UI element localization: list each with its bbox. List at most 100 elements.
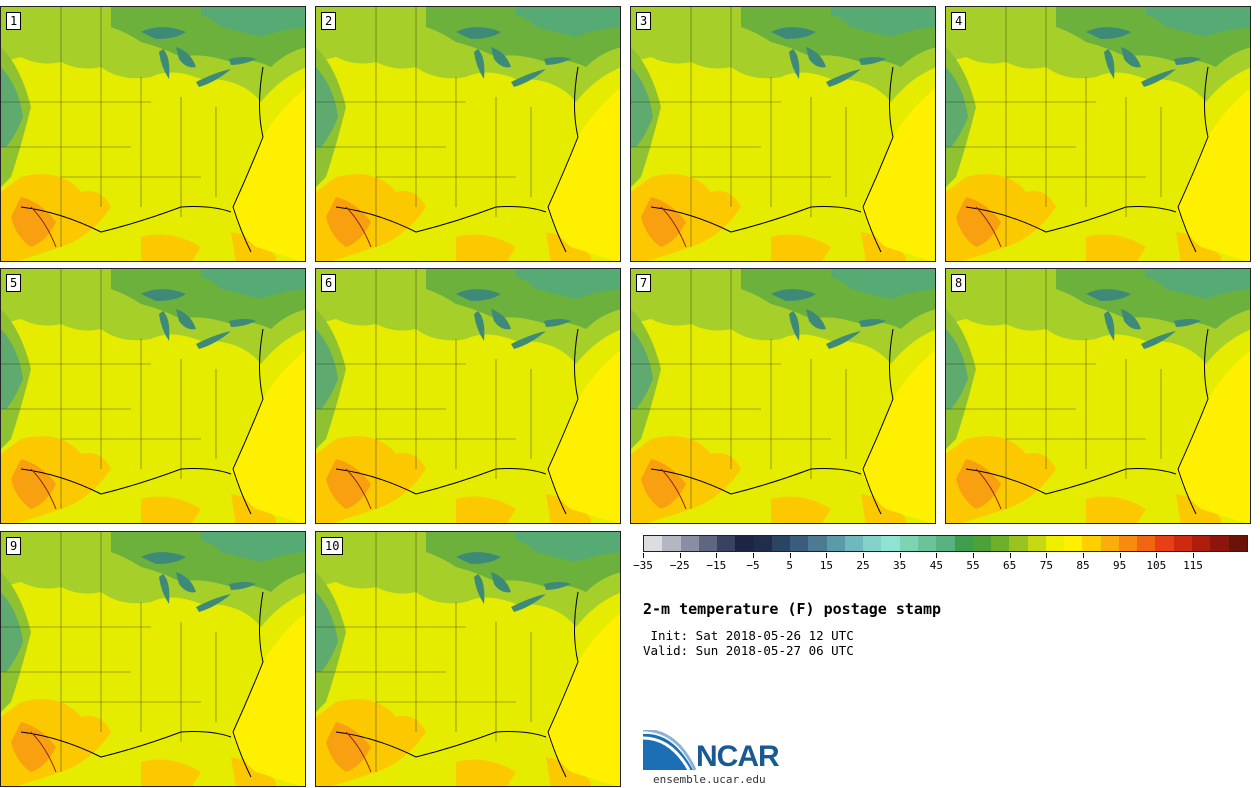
- colorbar-swatch: [954, 536, 973, 551]
- colorbar-swatch: [1137, 536, 1156, 551]
- colorbar-swatch: [972, 536, 992, 551]
- colorbar-tick-label: 5: [786, 559, 793, 572]
- member-number-label: 8: [951, 274, 967, 292]
- colorbar-swatch: [1155, 536, 1174, 551]
- colorbar-swatch: [680, 536, 699, 551]
- ensemble-member-map: 1: [0, 6, 306, 262]
- colorbar-swatch: [863, 536, 882, 551]
- member-number-label: 1: [6, 12, 22, 30]
- colorbar-swatch: [1027, 536, 1046, 551]
- colorbar-tick: [899, 553, 901, 558]
- colorbar-tick-label: 65: [1003, 559, 1017, 572]
- init-time: Init: Sat 2018-05-26 12 UTC: [643, 628, 854, 643]
- member-number-label: 2: [321, 12, 337, 30]
- colorbar-swatch: [844, 536, 864, 551]
- colorbar-tick: [1009, 553, 1011, 558]
- colorbar-swatch: [991, 536, 1010, 551]
- temperature-map-image: [946, 269, 1250, 523]
- colorbar-tick-label: 115: [1183, 559, 1203, 572]
- colorbar-tick-label: −35: [633, 559, 653, 572]
- colorbar-tick-label: 15: [819, 559, 833, 572]
- colorbar-swatch: [808, 536, 827, 551]
- ensemble-member-map: 9: [0, 531, 306, 787]
- colorbar-tick-label: 25: [856, 559, 870, 572]
- colorbar-tick-label: 95: [1113, 559, 1127, 572]
- colorbar-tick: [1193, 553, 1194, 558]
- colorbar-swatch: [917, 536, 937, 551]
- figure-title: 2-m temperature (F) postage stamp: [643, 600, 942, 618]
- colorbar-tick-label: −25: [669, 559, 690, 572]
- colorbar-swatch: [735, 536, 754, 551]
- member-number-label: 9: [6, 537, 22, 555]
- colorbar-tick: [1119, 553, 1121, 558]
- colorbar-swatch: [881, 536, 900, 551]
- colorbar-tick-label: 75: [1039, 559, 1053, 572]
- member-number-label: 4: [951, 12, 967, 30]
- member-number-label: 3: [636, 12, 652, 30]
- ensemble-member-map: 6: [315, 268, 621, 524]
- ensemble-member-map: 2: [315, 6, 621, 262]
- colorbar-tick: [753, 553, 754, 558]
- colorbar-tick-label: 35: [893, 559, 907, 572]
- logo-wordmark: NCAR: [696, 740, 780, 773]
- ncar-logo-icon: [643, 730, 697, 771]
- colorbar-tick-label: −15: [706, 559, 727, 572]
- colorbar-tick: [1156, 553, 1158, 558]
- member-number-label: 10: [321, 537, 344, 555]
- colorbar-tick: [826, 553, 828, 558]
- ensemble-member-map: 7: [630, 268, 936, 524]
- colorbar-swatch: [1045, 536, 1065, 551]
- member-number-label: 6: [321, 274, 337, 292]
- colorbar-tick: [1046, 553, 1048, 558]
- temperature-map-image: [631, 269, 935, 523]
- colorbar-tick-label: 55: [966, 559, 980, 572]
- temperature-map-image: [316, 269, 620, 523]
- ensemble-member-map: 5: [0, 268, 306, 524]
- colorbar-swatch: [644, 536, 663, 551]
- colorbar-tick: [863, 553, 864, 558]
- colorbar-tick: [716, 553, 718, 558]
- colorbar-swatch: [753, 536, 772, 551]
- logo-url: ensemble.ucar.edu: [653, 773, 766, 786]
- colorbar-swatch: [1009, 536, 1028, 551]
- colorbar-swatch: [1210, 536, 1229, 551]
- colorbar-swatch: [1064, 536, 1083, 551]
- colorbar-tick-label: −5: [746, 559, 760, 572]
- temperature-map-image: [631, 7, 935, 261]
- colorbar-swatch: [1082, 536, 1101, 551]
- temperature-map-image: [946, 7, 1250, 261]
- temperature-map-image: [1, 269, 305, 523]
- colorbar-tick: [643, 553, 644, 558]
- colorbar-swatch: [662, 536, 681, 551]
- colorbar-swatch: [1228, 536, 1247, 551]
- valid-time: Valid: Sun 2018-05-27 06 UTC: [643, 643, 854, 658]
- colorbar-swatch: [790, 536, 809, 551]
- member-number-label: 7: [636, 274, 652, 292]
- colorbar-tick-label: 105: [1146, 559, 1167, 572]
- temperature-map-image: [1, 532, 305, 786]
- colorbar-tick-label: 85: [1076, 559, 1090, 572]
- colorbar-tick-label: 45: [929, 559, 943, 572]
- colorbar-tick: [973, 553, 974, 558]
- colorbar-swatch: [1173, 536, 1192, 551]
- colorbar-swatch: [899, 536, 918, 551]
- colorbar-tick: [1083, 553, 1084, 558]
- temperature-map-image: [1, 7, 305, 261]
- colorbar-tick: [789, 553, 791, 558]
- ensemble-member-map: 8: [945, 268, 1251, 524]
- member-number-label: 5: [6, 274, 22, 292]
- colorbar-swatch: [1100, 536, 1119, 551]
- colorbar-tick: [679, 553, 681, 558]
- colorbar-swatch: [1118, 536, 1138, 551]
- temperature-map-image: [316, 7, 620, 261]
- colorbar-swatch: [771, 536, 791, 551]
- colorbar-swatch: [936, 536, 955, 551]
- ensemble-member-map: 10: [315, 531, 621, 787]
- colorbar-swatch: [1191, 536, 1211, 551]
- colorbar-swatch: [717, 536, 736, 551]
- colorbar-ticks: −35 −25 −15 −5 5 15 25 35 45 55 65 75 85 95 105 115: [633, 553, 1248, 573]
- colorbar-swatch: [826, 536, 845, 551]
- ensemble-member-map: 4: [945, 6, 1251, 262]
- temperature-colorbar: [643, 535, 1248, 552]
